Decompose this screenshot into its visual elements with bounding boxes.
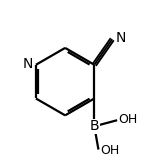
- Text: OH: OH: [119, 113, 138, 126]
- Text: N: N: [22, 57, 33, 71]
- Text: B: B: [90, 119, 99, 133]
- Text: OH: OH: [100, 144, 119, 157]
- Text: N: N: [116, 31, 126, 45]
